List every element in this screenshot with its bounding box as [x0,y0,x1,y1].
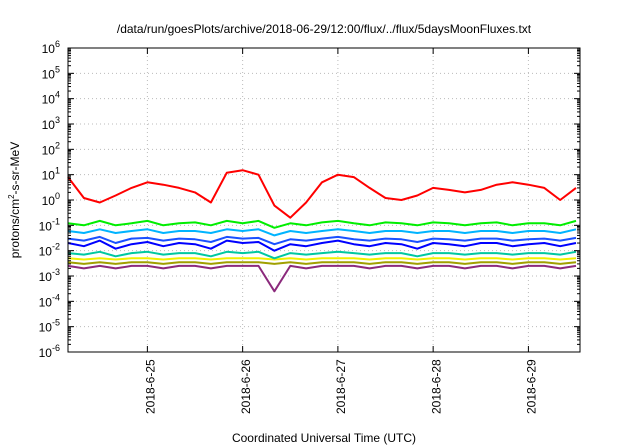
x-tick-label: 2018-6-26 [239,359,253,414]
x-tick-label: 2018-6-25 [144,359,158,414]
y-tick-label-exp: -3 [52,267,60,277]
y-axis-title: protons/cm2-s-sr-MeV [7,142,22,258]
y-tick-label-base: 10 [42,118,56,132]
y-tick-label-exp: -4 [52,292,60,302]
y-tick-label-exp: 5 [55,64,60,74]
y-tick-label-base: 10 [42,67,56,81]
y-axis: 10-610-510-410-310-210-11001011021031041… [39,39,580,360]
y-tick-label-exp: -2 [52,242,60,252]
y-tick-label: 106 [42,39,60,56]
y-tick-label: 10-3 [39,267,60,284]
x-tick-label: 2018-6-27 [334,359,348,414]
y-tick-label-exp: -6 [52,343,60,353]
series-line-2 [67,219,577,229]
y-tick-label: 104 [42,90,60,107]
y-tick-label-base: 10 [39,346,53,360]
y-tick-label-exp: 2 [55,140,60,150]
series-line-5 [67,235,577,246]
y-tick-label: 10-6 [39,343,60,360]
x-tick-label: 2018-6-29 [525,359,539,414]
y-tick-label: 103 [42,115,60,132]
y-tick-label-base: 10 [42,93,56,107]
y-tick-label-exp: 1 [55,166,60,176]
y-tick-label: 10-5 [39,318,60,335]
x-tick-label: 2018-6-28 [429,359,443,414]
y-tick-label-exp: 4 [55,90,60,100]
chart-title: /data/run/goesPlots/archive/2018-06-29/1… [117,22,532,36]
series-line-6 [67,250,577,260]
x-axis-title: Coordinated Universal Time (UTC) [232,431,416,445]
series-line-7 [67,257,577,261]
y-tick-label: 10-4 [39,292,60,309]
series-line-1 [67,169,577,219]
y-tick-label-exp: 0 [55,191,60,201]
series-group [67,169,577,293]
y-axis-title-base: protons/cm [8,199,22,258]
y-axis-title-rest: -s-sr-MeV [8,142,22,195]
series-line-4 [67,239,577,252]
series-line-9 [67,264,577,293]
y-tick-label-exp: -1 [52,216,60,226]
y-tick-label: 101 [42,166,60,183]
y-tick-label-base: 10 [42,143,56,157]
y-tick-label-base: 10 [42,42,56,56]
y-axis-title-sup: 2 [7,194,16,199]
x-axis: 2018-6-25 2018-6-26 2018-6-27 2018-6-28 2018… [144,48,539,414]
y-tick-label-base: 10 [39,245,53,259]
y-tick-label: 105 [42,64,60,81]
y-tick-label-base: 10 [42,194,56,208]
y-tick-label-base: 10 [39,295,53,309]
y-tick-label-exp: 6 [55,39,60,49]
y-tick-label: 10-1 [39,216,60,233]
series-line-3 [67,228,577,237]
y-tick-label: 102 [42,140,60,157]
y-tick-label: 100 [42,191,60,208]
series-line-8 [67,261,577,265]
y-tick-label-exp: -5 [52,318,60,328]
grid [68,48,580,352]
y-tick-label: 10-2 [39,242,60,259]
y-tick-label-base: 10 [39,270,53,284]
y-tick-label-base: 10 [42,169,56,183]
y-tick-label-base: 10 [39,219,53,233]
y-tick-label-exp: 3 [55,115,60,125]
y-tick-label-base: 10 [39,321,53,335]
